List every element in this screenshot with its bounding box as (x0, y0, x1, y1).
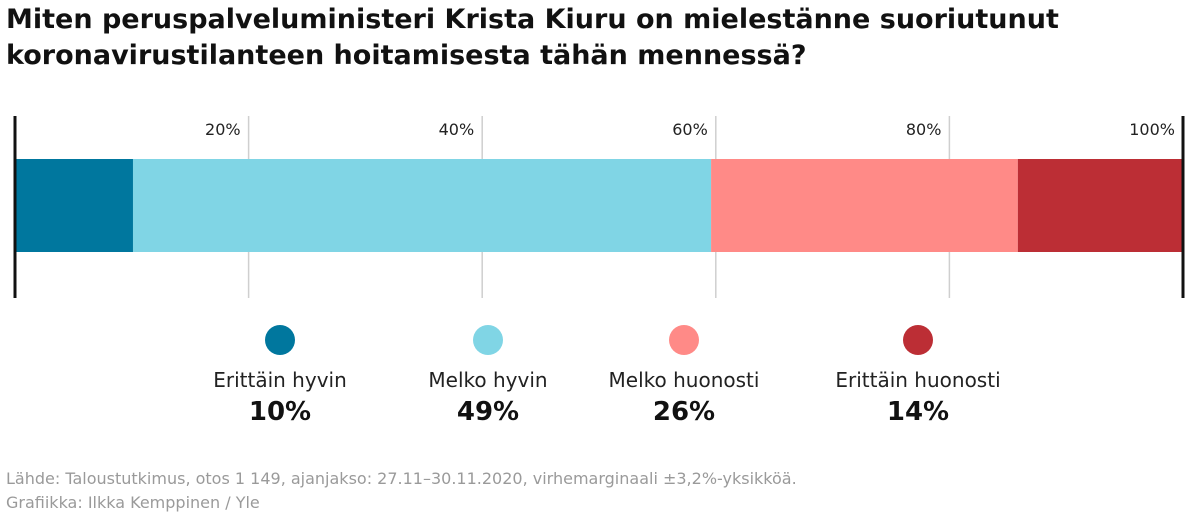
legend-label: Erittäin hyvin (213, 368, 347, 392)
legend-swatch (265, 325, 295, 355)
credit-note: Grafiikka: Ilkka Kemppinen / Yle (6, 493, 260, 512)
legend: Erittäin hyvin 10% Melko hyvin 49% Melko huo… (0, 325, 1199, 435)
chart-title: Miten peruspalveluministeri Krista Kiuru… (6, 4, 1059, 71)
tick-label: 20% (205, 120, 241, 139)
legend-item: Erittäin huonosti 14% (798, 325, 1038, 429)
tick-label: 100% (1129, 120, 1175, 139)
legend-label: Erittäin huonosti (835, 368, 1001, 392)
legend-swatch (903, 325, 933, 355)
tick-labels: 20% 40% 60% 80% 100% (205, 120, 1175, 139)
tick-label: 40% (439, 120, 475, 139)
stacked-bar-chart: 20% 40% 60% 80% 100% (13, 116, 1185, 298)
bar-segments (15, 159, 1183, 252)
legend-item: Erittäin hyvin 10% (160, 325, 400, 429)
legend-label: Melko hyvin (428, 368, 548, 392)
legend-value: 14% (886, 397, 950, 427)
legend-swatch (669, 325, 699, 355)
tick-label: 80% (906, 120, 942, 139)
legend-value: 26% (652, 397, 716, 427)
legend-item: Melko hyvin 49% (368, 325, 608, 429)
bar-segment-3 (711, 159, 1018, 252)
bar-segment-4 (1017, 159, 1183, 252)
legend-value: 49% (456, 397, 520, 427)
tick-label: 60% (672, 120, 708, 139)
bar-segment-1 (15, 159, 133, 252)
legend-label: Melko huonosti (608, 368, 760, 392)
source-note: Lähde: Taloustutkimus, otos 1 149, ajanj… (6, 469, 797, 488)
footer: Lähde: Taloustutkimus, otos 1 149, ajanj… (6, 467, 797, 515)
legend-swatch (473, 325, 503, 355)
legend-item: Melko huonosti 26% (564, 325, 804, 429)
legend-value: 10% (248, 397, 312, 427)
bar-segment-2 (132, 159, 712, 252)
